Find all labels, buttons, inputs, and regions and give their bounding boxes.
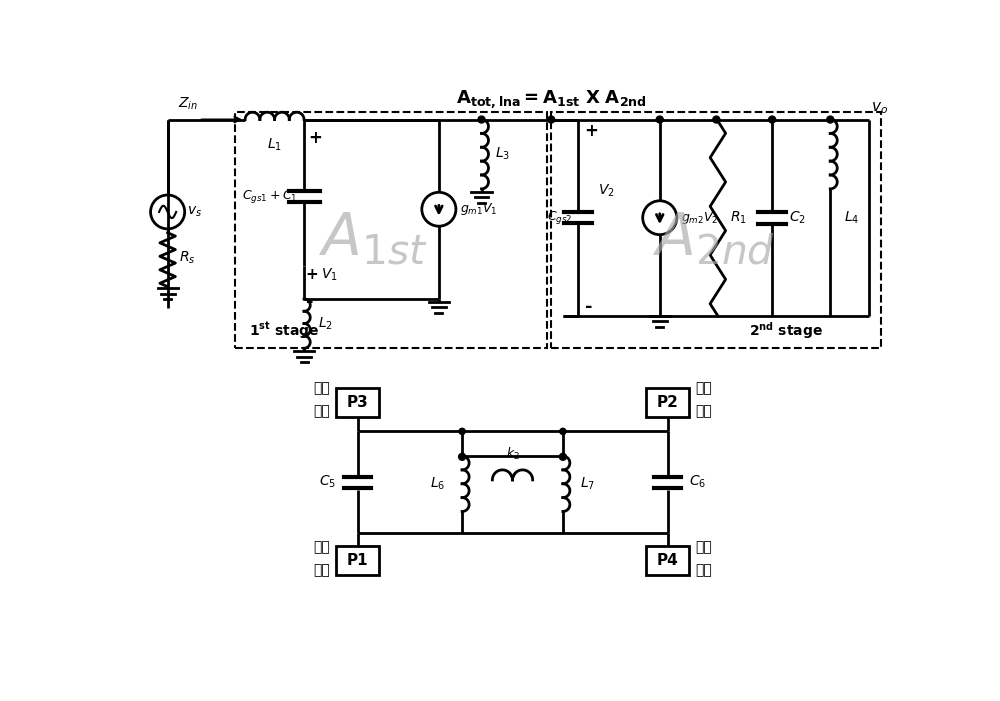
Text: +: + <box>306 267 318 283</box>
Text: $A_{1st}$: $A_{1st}$ <box>318 210 428 267</box>
Text: P2: P2 <box>657 395 678 409</box>
Text: $v_s$: $v_s$ <box>187 205 202 219</box>
Text: $V_2$: $V_2$ <box>598 182 614 199</box>
Text: P3: P3 <box>347 395 368 409</box>
Text: $L_4$: $L_4$ <box>844 210 859 226</box>
Text: $C_5$: $C_5$ <box>319 474 336 491</box>
Circle shape <box>459 454 466 461</box>
Text: $g_{m2}V_2$: $g_{m2}V_2$ <box>681 210 718 226</box>
Text: $Z_{in}$: $Z_{in}$ <box>178 95 198 112</box>
Text: 端口: 端口 <box>313 404 330 418</box>
Bar <box>235 112 547 348</box>
Text: $\mathbf{1^{st}}$ stage: $\mathbf{1^{st}}$ stage <box>249 320 319 341</box>
Text: 输入: 输入 <box>313 540 330 554</box>
Circle shape <box>769 116 776 123</box>
Text: 端口: 端口 <box>695 404 712 418</box>
Circle shape <box>560 428 566 435</box>
Text: $C_{gs2}$: $C_{gs2}$ <box>547 209 572 226</box>
Circle shape <box>713 116 720 123</box>
Bar <box>646 388 689 417</box>
Circle shape <box>827 116 834 123</box>
Text: 隔离: 隔离 <box>695 540 712 554</box>
Text: $v_o$: $v_o$ <box>871 100 888 116</box>
Text: 端口: 端口 <box>313 563 330 577</box>
Text: $C_{gs1}+C_1$: $C_{gs1}+C_1$ <box>242 188 298 205</box>
Text: $g_{m1}V_1$: $g_{m1}V_1$ <box>460 201 497 217</box>
Text: 耦合: 耦合 <box>313 381 330 395</box>
Text: $\mathbf{A_{tot,lna}=A_{1st}\ X\ A_{2nd}}$: $\mathbf{A_{tot,lna}=A_{1st}\ X\ A_{2nd}… <box>456 88 647 109</box>
Text: +: + <box>585 122 598 140</box>
Text: $R_1$: $R_1$ <box>730 210 746 226</box>
Text: $\mathbf{2^{nd}}$ stage: $\mathbf{2^{nd}}$ stage <box>749 320 822 341</box>
Text: $C_6$: $C_6$ <box>689 474 706 491</box>
Circle shape <box>656 116 663 123</box>
Text: $V_1$: $V_1$ <box>321 266 338 283</box>
Circle shape <box>559 454 566 461</box>
Circle shape <box>548 116 555 123</box>
Text: $L_7$: $L_7$ <box>580 475 595 492</box>
Text: P1: P1 <box>347 553 368 569</box>
Text: -: - <box>306 293 313 311</box>
Text: +: + <box>308 129 322 147</box>
Text: $L_1$: $L_1$ <box>267 137 282 153</box>
Bar <box>551 112 881 348</box>
Bar <box>336 546 379 576</box>
Text: $L_3$: $L_3$ <box>495 146 511 163</box>
Text: $L_2$: $L_2$ <box>318 315 333 332</box>
Text: 端口: 端口 <box>695 563 712 577</box>
Text: -: - <box>585 298 592 315</box>
Text: $A_{2nd}$: $A_{2nd}$ <box>652 210 776 267</box>
Text: $L_6$: $L_6$ <box>430 475 445 492</box>
Circle shape <box>478 116 485 123</box>
Text: 直通: 直通 <box>695 381 712 395</box>
Text: $k_2$: $k_2$ <box>506 446 519 462</box>
Text: $C_2$: $C_2$ <box>789 210 806 226</box>
Bar <box>336 388 379 417</box>
Text: P4: P4 <box>657 553 678 569</box>
Text: $R_s$: $R_s$ <box>179 250 196 266</box>
Circle shape <box>459 428 465 435</box>
Bar <box>646 546 689 576</box>
